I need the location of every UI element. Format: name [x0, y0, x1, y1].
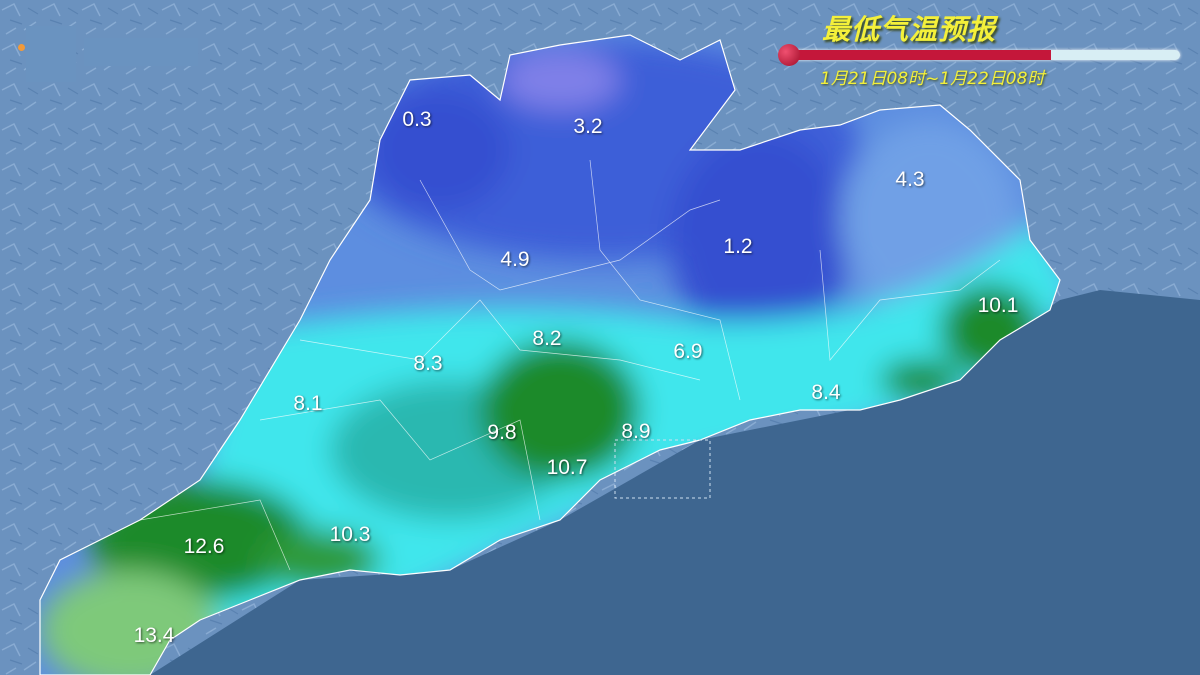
temperature-label: 13.4	[133, 624, 175, 647]
temperature-label: 8.3	[413, 352, 443, 375]
temperature-label: 10.7	[546, 456, 588, 479]
logo-block	[26, 26, 76, 82]
temperature-label: 8.4	[811, 381, 841, 404]
logo-text-block	[84, 38, 198, 66]
temperature-label: 10.1	[977, 294, 1019, 317]
temperature-label: 10.3	[329, 523, 371, 546]
forecast-period: 1月21日08时~1月22日08时	[820, 69, 1045, 89]
logo-dot	[18, 44, 25, 51]
temperature-label: 6.9	[673, 340, 703, 363]
temperature-label: 8.2	[532, 327, 562, 350]
temperature-label: 3.2	[573, 115, 603, 138]
temperature-label: 9.8	[487, 421, 517, 444]
temperature-label: 8.1	[293, 392, 323, 415]
temperature-label: 0.3	[402, 108, 432, 131]
county-borders	[139, 159, 1001, 571]
thermometer-icon	[778, 44, 1184, 66]
temperature-label: 8.9	[621, 420, 651, 443]
temperature-label: 4.9	[500, 248, 530, 271]
temperature-label: 12.6	[183, 535, 225, 558]
temperature-label: 1.2	[723, 235, 753, 258]
temperature-label: 4.3	[895, 168, 925, 191]
hong-kong-boundary	[614, 439, 711, 499]
map-title: 最低气温预报	[822, 13, 997, 46]
